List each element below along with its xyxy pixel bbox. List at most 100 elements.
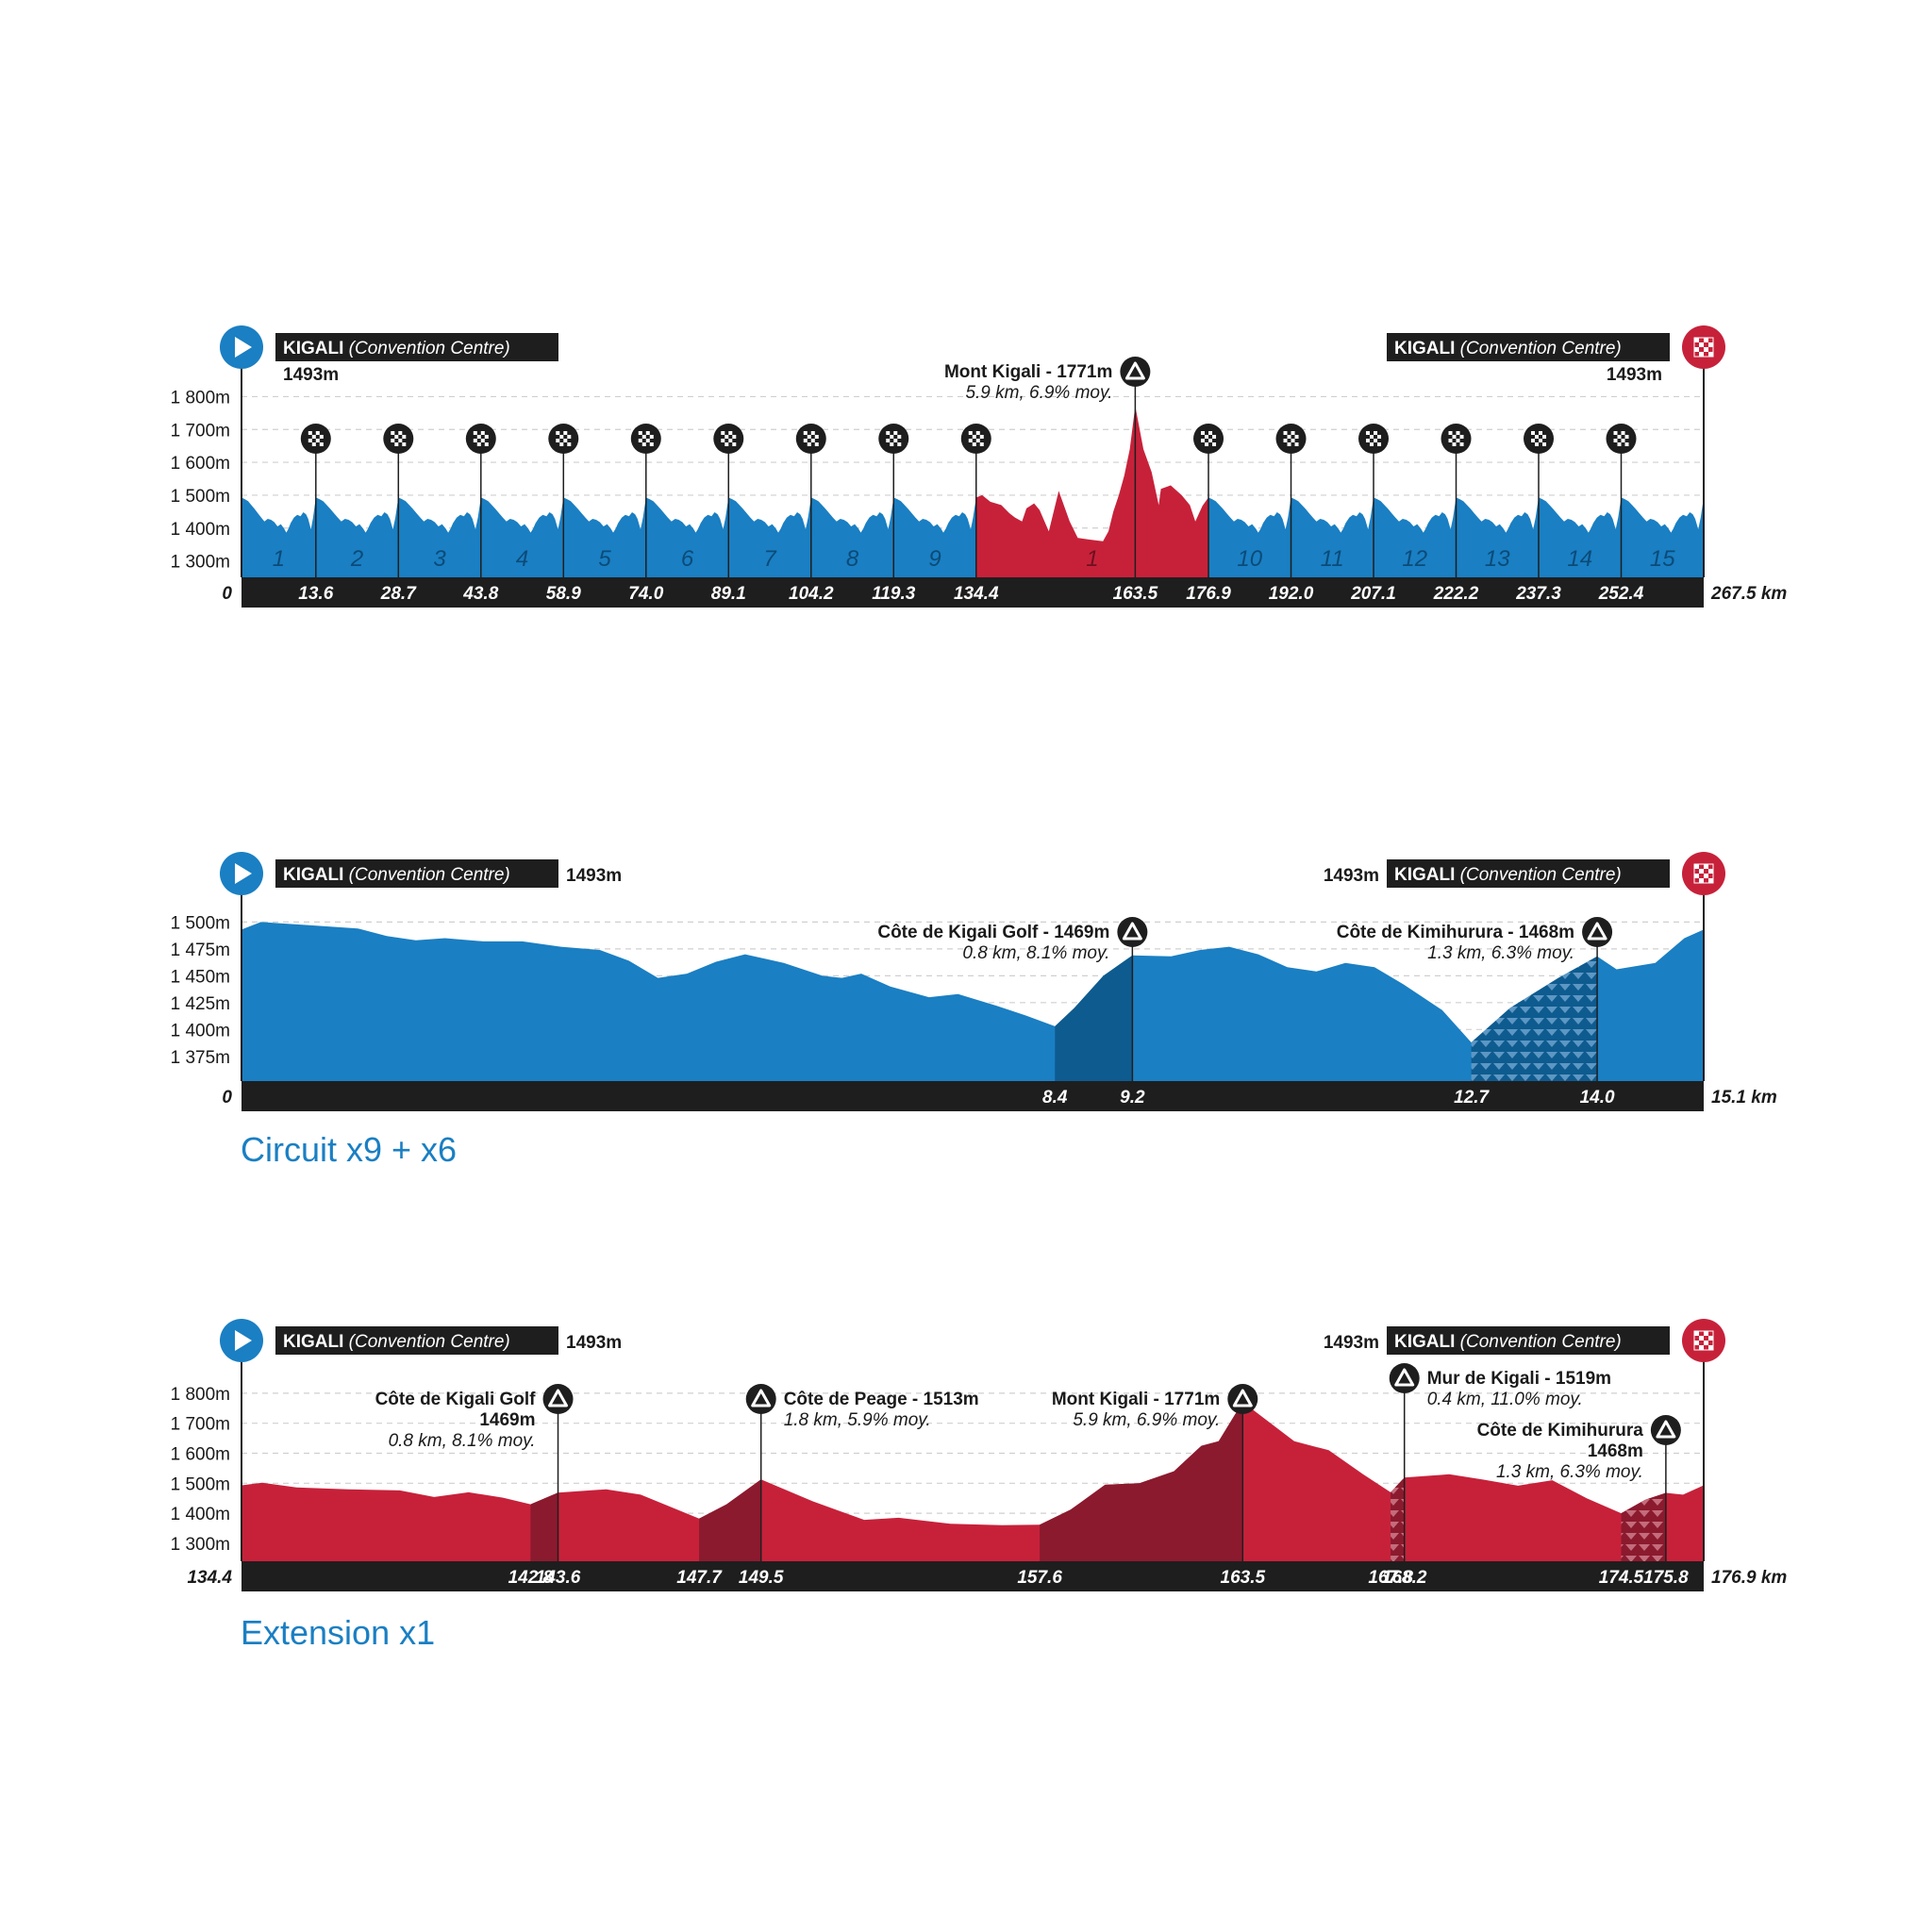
- checker-square: [559, 435, 564, 439]
- checker-square: [649, 435, 654, 439]
- checker-square: [1208, 431, 1213, 435]
- climb-segment-area: [1621, 1492, 1666, 1561]
- checker-square: [886, 431, 891, 435]
- climb-stats: 0.8 km, 8.1% moy.: [962, 943, 1109, 963]
- x-tick-label: 43.8: [462, 584, 498, 604]
- checker-square: [724, 442, 729, 446]
- play-icon: [235, 337, 252, 358]
- mountain-icon: [1656, 1420, 1676, 1439]
- climb-icon: [745, 1384, 776, 1414]
- y-tick-label: 1 375m: [171, 1048, 230, 1068]
- finish-title-box: [1387, 1326, 1670, 1355]
- checker-square: [1708, 352, 1713, 357]
- checker-square: [556, 431, 560, 435]
- climb-icon: [1582, 917, 1613, 947]
- distance-bar: [242, 577, 1704, 608]
- climb-altitude: 1468m: [1588, 1441, 1643, 1461]
- checker-square: [1539, 431, 1543, 435]
- start-title-label: KIGALI (Convention Centre): [283, 1332, 510, 1352]
- climb-segment-area: [1040, 1402, 1243, 1561]
- checker-square: [1621, 431, 1625, 435]
- checker-square: [649, 442, 654, 446]
- x-tick-label: 143.6: [536, 1568, 581, 1588]
- lap-number-label: 5: [598, 546, 611, 572]
- checker-square: [732, 435, 737, 439]
- climb-name: Mont Kigali - 1771m: [1052, 1390, 1220, 1409]
- distance-bar: [242, 1081, 1704, 1111]
- checker-square: [897, 442, 902, 446]
- checker-square: [1535, 442, 1540, 446]
- checker-square: [1287, 435, 1291, 439]
- place-detail: (Convention Centre): [1460, 865, 1622, 885]
- place-name: KIGALI: [283, 1332, 349, 1352]
- y-tick-label: 1 800m: [171, 388, 230, 408]
- checker-square: [1617, 435, 1622, 439]
- place-name: KIGALI: [1394, 339, 1460, 358]
- x-tick-label: 9.2: [1120, 1088, 1145, 1108]
- climb-stats: 5.9 km, 6.9% moy.: [965, 383, 1112, 403]
- lap-number-label: 1: [1086, 546, 1098, 572]
- checker-square: [641, 442, 646, 446]
- x-tick-label: 142.8: [508, 1568, 554, 1588]
- checker-square: [1694, 874, 1699, 878]
- lap-number-label: 6: [681, 546, 694, 572]
- checker-square: [803, 439, 808, 442]
- y-tick-label: 1 425m: [171, 994, 230, 1014]
- checker-square: [1539, 439, 1543, 442]
- checker-square: [1531, 431, 1536, 435]
- checker-square: [897, 435, 902, 439]
- climb-name: Côte de Kigali Golf: [375, 1390, 537, 1409]
- checker-square: [728, 439, 733, 442]
- checker-square: [1456, 439, 1460, 442]
- finish-title-label: KIGALI (Convention Centre): [1394, 339, 1622, 358]
- checker-border: [1693, 863, 1714, 884]
- y-tick-label: 1 800m: [171, 1385, 230, 1405]
- checker-square: [1366, 439, 1371, 442]
- checker-square: [1613, 431, 1618, 435]
- x-end-label: 267.5 km: [1710, 584, 1787, 604]
- finish-title-box: [1387, 333, 1670, 361]
- extension-profile-chart: 1 800m 1 700m 1 600m 1 500m 1 400m 1 300m 134.…: [171, 1319, 1787, 1591]
- checker-square: [1704, 864, 1708, 869]
- checker-square: [1448, 439, 1453, 442]
- checker-square: [1694, 1341, 1699, 1345]
- checker-square: [1294, 435, 1299, 439]
- checker-square: [1694, 1331, 1699, 1336]
- x-tick-label: 147.7: [676, 1568, 723, 1588]
- checker-square: [1370, 435, 1374, 439]
- checker-square: [1201, 439, 1206, 442]
- checker-square: [638, 431, 642, 435]
- profile-area-circuit-laps: [242, 497, 976, 577]
- lap-number-label: 3: [433, 546, 446, 572]
- checker-square: [979, 435, 984, 439]
- checker-square: [1535, 435, 1540, 439]
- climb-name: Côte de Kimihurura: [1477, 1421, 1644, 1441]
- checker-square: [724, 435, 729, 439]
- x-tick-label: 175.8: [1643, 1568, 1689, 1588]
- checker-square: [1374, 439, 1378, 442]
- start-title-label: KIGALI (Convention Centre): [283, 339, 510, 358]
- checker-square: [1459, 442, 1464, 446]
- checker-square: [315, 431, 320, 435]
- checker-square: [480, 439, 485, 442]
- x-tick-label: 163.5: [1113, 584, 1158, 604]
- checker-border: [1693, 1330, 1714, 1351]
- x-tick-label: 237.3: [1515, 584, 1561, 604]
- climb-stats: 0.8 km, 8.1% moy.: [389, 1431, 536, 1451]
- climb-name: Mont Kigali - 1771m: [944, 362, 1112, 382]
- checker-square: [1291, 439, 1295, 442]
- x-tick-label: 176.9: [1186, 584, 1231, 604]
- checker-square: [972, 435, 976, 439]
- checker-square: [641, 435, 646, 439]
- checker-square: [311, 442, 316, 446]
- climb-icon: [1117, 917, 1148, 947]
- climb-segment-area: [530, 1492, 558, 1561]
- checker-square: [1621, 439, 1625, 442]
- x-tick-label: 252.4: [1598, 584, 1644, 604]
- checker-square: [556, 439, 560, 442]
- checker-square: [1704, 874, 1708, 878]
- checker-square: [308, 439, 312, 442]
- climb-stats: 0.4 km, 11.0% moy.: [1427, 1390, 1583, 1409]
- checker-square: [1699, 352, 1704, 357]
- climb-segment-area: [1391, 1477, 1405, 1561]
